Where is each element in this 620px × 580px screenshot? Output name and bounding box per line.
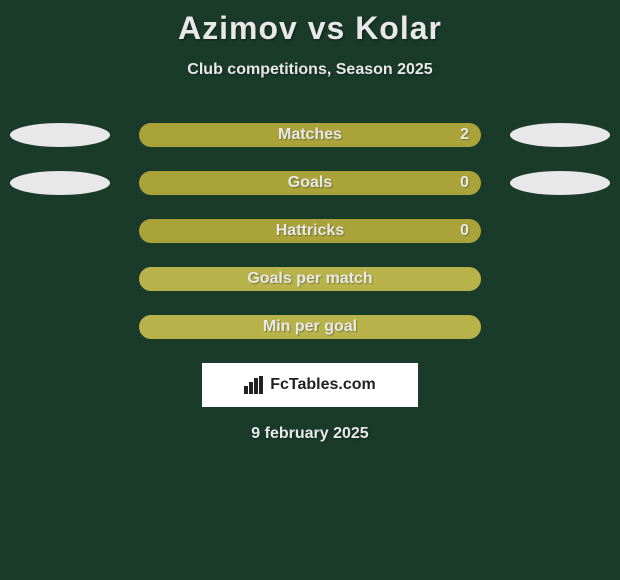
right-ellipse (510, 171, 610, 195)
stat-value: 2 (460, 126, 469, 144)
stat-label: Min per goal (263, 318, 357, 336)
stat-row: Min per goal (0, 315, 620, 339)
date-label: 9 february 2025 (0, 425, 620, 443)
stats-container: Matches 2 Goals 0 Hattricks 0 Goals per … (0, 123, 620, 339)
left-ellipse (10, 171, 110, 195)
logo-box: FcTables.com (202, 363, 418, 407)
stat-bar-goals: Goals 0 (139, 171, 481, 195)
stat-label: Hattricks (276, 222, 344, 240)
logo-text: FcTables.com (270, 376, 376, 394)
stat-row: Hattricks 0 (0, 219, 620, 243)
page-title: Azimov vs Kolar (0, 0, 620, 47)
left-ellipse (10, 123, 110, 147)
subtitle: Club competitions, Season 2025 (0, 61, 620, 79)
stat-row: Goals 0 (0, 171, 620, 195)
stat-value: 0 (460, 174, 469, 192)
bar-chart-icon (244, 376, 264, 394)
stat-bar-gpm: Goals per match (139, 267, 481, 291)
right-ellipse (510, 123, 610, 147)
stat-value: 0 (460, 222, 469, 240)
stat-label: Goals per match (247, 270, 372, 288)
stat-bar-matches: Matches 2 (139, 123, 481, 147)
stat-label: Goals (288, 174, 332, 192)
stat-bar-hattricks: Hattricks 0 (139, 219, 481, 243)
stat-bar-mpg: Min per goal (139, 315, 481, 339)
stat-label: Matches (278, 126, 342, 144)
stat-row: Goals per match (0, 267, 620, 291)
stat-row: Matches 2 (0, 123, 620, 147)
